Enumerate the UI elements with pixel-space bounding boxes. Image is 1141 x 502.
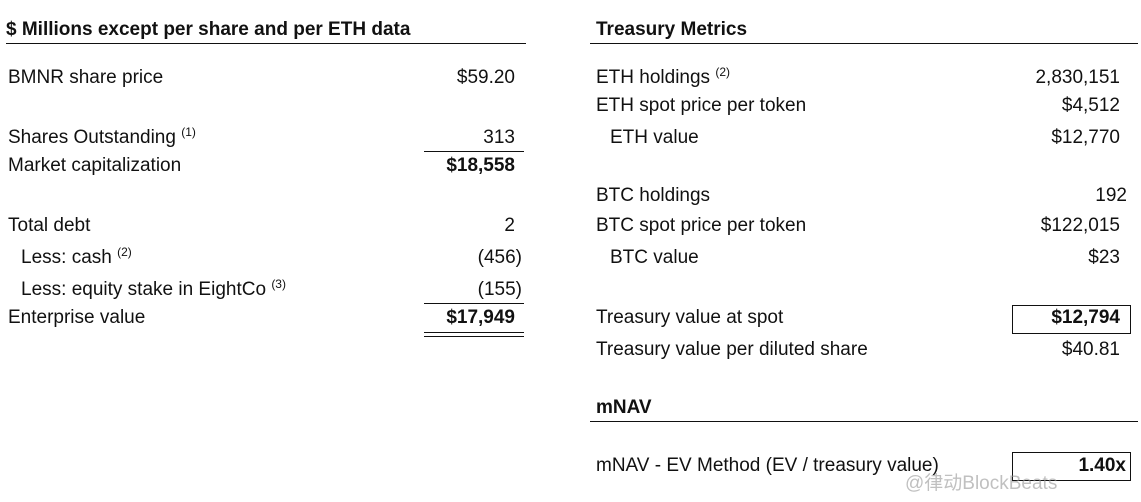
row-label: ETH holdings	[596, 67, 711, 88]
rule	[424, 303, 524, 304]
highlight-box	[1012, 452, 1131, 481]
row-value: $23	[1088, 247, 1120, 268]
footnote: (2)	[715, 65, 731, 79]
row-label: BTC value	[610, 247, 699, 268]
row-value: $4,512	[1061, 95, 1120, 116]
row-value: $17,949	[446, 307, 515, 328]
highlight-box	[1012, 305, 1131, 334]
row-label: Total debt	[8, 215, 91, 236]
row-label: Treasury value at spot	[596, 307, 784, 328]
row-label: ETH spot price per token	[596, 95, 807, 116]
row-value: $18,558	[446, 155, 515, 176]
row-value: 192	[1095, 185, 1127, 206]
watermark: @律动BlockBeats	[905, 473, 1058, 494]
rule	[590, 43, 1138, 44]
row-value: $12,794	[1051, 307, 1120, 328]
row-label: BTC spot price per token	[596, 215, 807, 236]
row-label-wrap: ETH holdings (2)	[596, 65, 731, 89]
row-value: $12,770	[1051, 127, 1120, 148]
row-value: 313	[483, 127, 515, 148]
row-label-wrap: Less: equity stake in EightCo (3)	[21, 277, 286, 301]
footnote: (3)	[271, 277, 286, 291]
section-header: Treasury Metrics	[596, 19, 748, 40]
row-label: Less: equity stake in EightCo	[21, 279, 267, 300]
section-header: mNAV	[596, 397, 652, 418]
row-label: Treasury value per diluted share	[596, 339, 868, 360]
row-label: BTC holdings	[596, 185, 711, 206]
row-label: ETH value	[610, 127, 699, 148]
row-label: Less: cash	[21, 247, 112, 268]
footnote: (2)	[117, 245, 132, 259]
row-value: $59.20	[456, 67, 515, 88]
row-label: mNAV - EV Method (EV / treasury value)	[596, 455, 939, 476]
rule	[424, 151, 524, 152]
row-label-wrap: Shares Outstanding (1)	[8, 125, 196, 149]
row-value: 1.40x	[1078, 455, 1126, 476]
row-label: Market capitalization	[8, 155, 182, 176]
rule	[590, 421, 1138, 422]
row-value: $122,015	[1040, 215, 1120, 236]
rule	[424, 336, 524, 337]
row-label: Enterprise value	[8, 307, 146, 328]
row-value: 2,830,151	[1035, 67, 1120, 88]
row-value: (155)	[477, 279, 522, 300]
row-label-wrap: Less: cash (2)	[21, 245, 132, 269]
row-value: $40.81	[1061, 339, 1120, 360]
row-value: (456)	[477, 247, 522, 268]
row-label: Shares Outstanding	[8, 127, 176, 148]
row-label: BMNR share price	[8, 67, 164, 88]
section-header: $ Millions except per share and per ETH …	[6, 19, 411, 40]
rule	[6, 43, 526, 44]
footnote: (1)	[181, 125, 196, 139]
row-value: 2	[504, 215, 515, 236]
rule	[424, 332, 524, 333]
